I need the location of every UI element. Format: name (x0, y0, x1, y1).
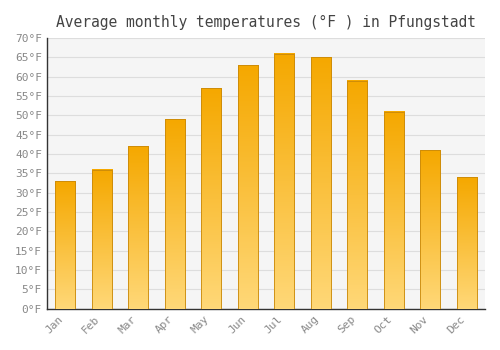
Bar (128, 146, 148, 309)
Bar (347, 80, 368, 309)
Bar (456, 177, 477, 309)
Bar (201, 89, 221, 309)
Bar (274, 54, 294, 309)
Bar (310, 57, 330, 309)
Bar (384, 112, 404, 309)
Bar (164, 119, 184, 309)
Bar (92, 169, 112, 309)
Bar (55, 181, 75, 309)
Title: Average monthly temperatures (°F ) in Pfungstadt: Average monthly temperatures (°F ) in Pf… (56, 15, 476, 30)
Bar (238, 65, 258, 309)
Bar (420, 150, 440, 309)
